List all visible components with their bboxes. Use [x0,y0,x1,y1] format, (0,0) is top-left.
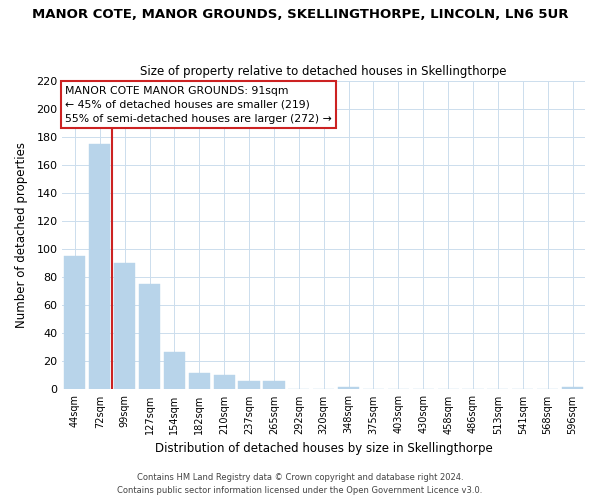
Y-axis label: Number of detached properties: Number of detached properties [15,142,28,328]
Text: MANOR COTE, MANOR GROUNDS, SKELLINGTHORPE, LINCOLN, LN6 5UR: MANOR COTE, MANOR GROUNDS, SKELLINGTHORP… [32,8,568,20]
Bar [89,144,110,390]
Bar [189,372,210,390]
Bar [214,376,235,390]
Text: MANOR COTE MANOR GROUNDS: 91sqm
← 45% of detached houses are smaller (219)
55% o: MANOR COTE MANOR GROUNDS: 91sqm ← 45% of… [65,86,332,124]
Text: Contains HM Land Registry data © Crown copyright and database right 2024.
Contai: Contains HM Land Registry data © Crown c… [118,474,482,495]
Bar [338,386,359,390]
Bar [139,284,160,390]
Bar [114,264,135,390]
X-axis label: Distribution of detached houses by size in Skellingthorpe: Distribution of detached houses by size … [155,442,493,455]
Bar [164,352,185,390]
Title: Size of property relative to detached houses in Skellingthorpe: Size of property relative to detached ho… [140,66,507,78]
Bar [238,381,260,390]
Bar [64,256,85,390]
Bar [263,381,284,390]
Bar [562,386,583,390]
